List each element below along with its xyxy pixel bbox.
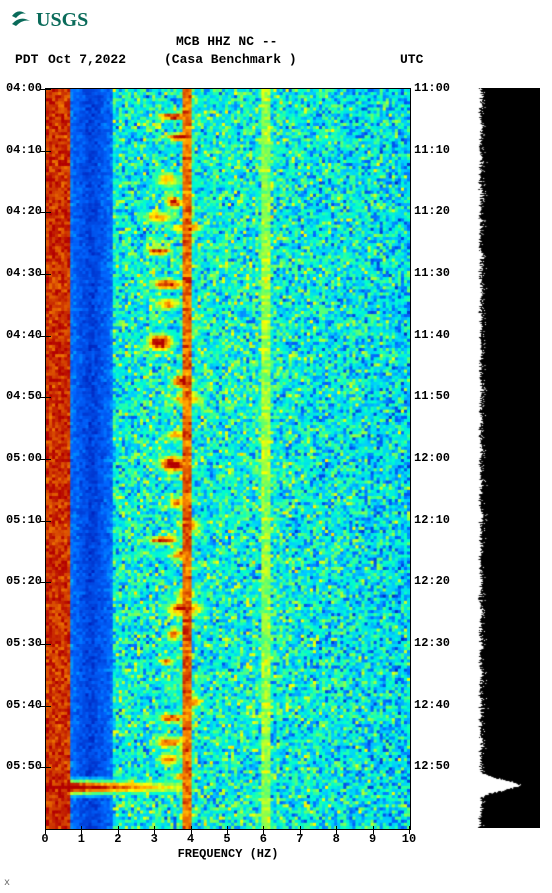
x-tick: 2 bbox=[114, 832, 121, 846]
spectrogram-plot bbox=[45, 88, 411, 830]
y-tick-right: 11:50 bbox=[414, 389, 450, 403]
y-tick-right: 11:10 bbox=[414, 143, 450, 157]
footer-mark: x bbox=[4, 878, 10, 889]
x-tick: 0 bbox=[41, 832, 48, 846]
x-tick: 7 bbox=[296, 832, 303, 846]
y-tick-left: 05:00 bbox=[6, 451, 42, 465]
y-tick-left: 04:20 bbox=[6, 204, 42, 218]
x-tick: 9 bbox=[369, 832, 376, 846]
amplitude-strip-canvas bbox=[475, 88, 540, 828]
y-tick-right: 12:10 bbox=[414, 513, 450, 527]
x-tick: 6 bbox=[260, 832, 267, 846]
x-tick: 10 bbox=[402, 832, 416, 846]
y-tick-right: 12:50 bbox=[414, 759, 450, 773]
x-tick: 8 bbox=[333, 832, 340, 846]
amplitude-strip bbox=[475, 88, 540, 828]
spectrogram-canvas bbox=[46, 89, 410, 829]
y-tick-left: 04:00 bbox=[6, 81, 42, 95]
y-tick-right: 11:30 bbox=[414, 266, 450, 280]
y-tick-left: 04:30 bbox=[6, 266, 42, 280]
y-tick-left: 05:30 bbox=[6, 636, 42, 650]
y-tick-right: 12:20 bbox=[414, 574, 450, 588]
y-tick-left: 05:10 bbox=[6, 513, 42, 527]
y-tick-right: 12:00 bbox=[414, 451, 450, 465]
y-tick-left: 05:40 bbox=[6, 698, 42, 712]
y-tick-right: 12:40 bbox=[414, 698, 450, 712]
y-axis-left: 04:0004:1004:2004:3004:4004:5005:0005:10… bbox=[0, 88, 45, 828]
x-tick: 5 bbox=[223, 832, 230, 846]
y-tick-right: 11:20 bbox=[414, 204, 450, 218]
y-tick-left: 04:40 bbox=[6, 328, 42, 342]
x-tick: 1 bbox=[78, 832, 85, 846]
x-axis-label: FREQUENCY (HZ) bbox=[45, 847, 411, 861]
page: USGS MCB HHZ NC -- PDT Oct 7,2022 (Casa … bbox=[0, 0, 552, 893]
station-id: MCB HHZ NC -- bbox=[176, 34, 277, 49]
site-name: (Casa Benchmark ) bbox=[164, 52, 297, 67]
y-tick-right: 12:30 bbox=[414, 636, 450, 650]
y-tick-right: 11:00 bbox=[414, 81, 450, 95]
date-label: Oct 7,2022 bbox=[48, 52, 126, 67]
y-tick-left: 05:50 bbox=[6, 759, 42, 773]
plot-header: MCB HHZ NC -- PDT Oct 7,2022 (Casa Bench… bbox=[0, 34, 552, 74]
x-tick: 3 bbox=[151, 832, 158, 846]
y-tick-left: 05:20 bbox=[6, 574, 42, 588]
left-timezone-label: PDT bbox=[15, 52, 38, 67]
usgs-logo-text: USGS bbox=[36, 9, 88, 31]
y-tick-right: 11:40 bbox=[414, 328, 450, 342]
y-axis-right: 11:0011:1011:2011:3011:4011:5012:0012:10… bbox=[410, 88, 470, 828]
y-tick-left: 04:50 bbox=[6, 389, 42, 403]
x-tick: 4 bbox=[187, 832, 194, 846]
usgs-logo: USGS bbox=[10, 6, 120, 32]
y-tick-left: 04:10 bbox=[6, 143, 42, 157]
right-timezone-label: UTC bbox=[400, 52, 423, 67]
